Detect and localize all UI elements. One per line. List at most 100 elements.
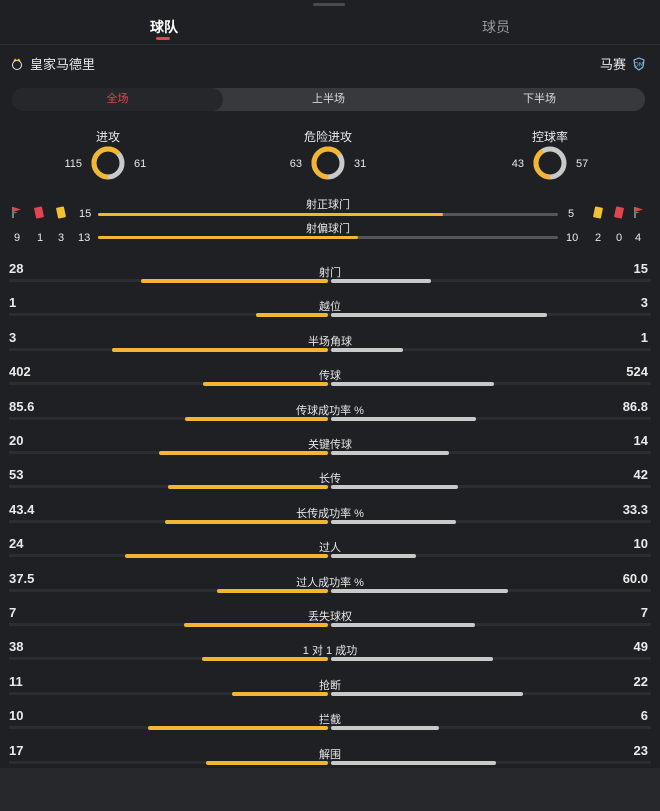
svg-text:OM: OM: [634, 61, 644, 68]
donut-home-value: 43: [511, 158, 524, 170]
stat-home-bar: [185, 416, 328, 421]
donut-chart: [533, 146, 567, 180]
stat-track: [9, 554, 651, 558]
stat-row: 17 解围 23: [0, 743, 660, 777]
red-card-icon: [613, 206, 625, 219]
away-team: 马赛 OM: [600, 54, 646, 73]
shots-off-target-label: 射偏球门: [306, 223, 350, 235]
stat-home-bar: [148, 726, 328, 731]
stat-label: 解围: [319, 748, 341, 761]
stat-track: [9, 726, 651, 730]
shots-on-target-label: 射正球门: [306, 199, 350, 211]
stat-label: 拦截: [319, 714, 341, 727]
stat-row: 11 抢断 22: [0, 674, 660, 708]
stat-track: [9, 451, 651, 454]
donut-away-value: 31: [354, 158, 367, 170]
donut-block: 控球率 43 57: [490, 128, 610, 188]
donut-block: 危险进攻 63 31: [268, 128, 388, 188]
stat-row: 28 射门 15: [0, 261, 660, 295]
stat-label: 半场角球: [308, 335, 352, 348]
stat-away-bar: [331, 588, 508, 593]
stat-row: 20 关键传球 14: [0, 433, 660, 467]
stat-away-bar: [331, 382, 494, 387]
stat-home-value: 10: [9, 708, 24, 724]
corner-flag-icon: [634, 207, 643, 218]
stat-row: 1 越位 3: [0, 295, 660, 329]
stat-label: 射门: [319, 267, 341, 279]
donut-away-value: 57: [576, 158, 589, 170]
stat-label: 越位: [319, 301, 341, 314]
stat-label: 抢断: [319, 679, 341, 692]
away-team-name: 马赛: [599, 57, 626, 72]
donut-home-value: 115: [64, 158, 82, 170]
donut-away-value: 61: [134, 158, 147, 170]
period-full[interactable]: 全场: [12, 88, 223, 111]
drag-handle[interactable]: [313, 3, 345, 6]
donut-chart: [91, 146, 125, 180]
stat-home-bar: [205, 760, 328, 765]
stat-row: 24 过人 10: [0, 536, 660, 570]
shots-on-target-home: 15: [79, 208, 92, 220]
home-team: 皇家马德里: [10, 54, 95, 73]
stat-away-value: 86.8: [622, 398, 648, 414]
home-yellow-count: 3: [58, 232, 65, 244]
tab-players[interactable]: 球员: [482, 19, 510, 35]
stat-home-value: 3: [9, 329, 17, 345]
stat-track: [9, 382, 651, 386]
stat-row: 3 半场角球 1: [0, 330, 660, 364]
stat-home-value: 17: [9, 742, 24, 758]
stat-label: 过人: [319, 542, 341, 555]
stat-away-bar: [331, 279, 432, 283]
stat-away-value: 14: [633, 433, 648, 448]
stat-track: [9, 623, 651, 626]
tabs-divider: [0, 44, 660, 45]
period-first-half[interactable]: 上半场: [312, 93, 345, 105]
donut-block: 进攻 115 61: [48, 128, 168, 188]
stat-track: [9, 588, 651, 592]
stat-away-value: 33.3: [622, 501, 648, 517]
stat-away-value: 1: [640, 329, 648, 345]
stat-home-bar: [158, 451, 328, 455]
stat-home-bar: [203, 382, 328, 387]
stat-away-bar: [331, 657, 493, 662]
donut-home-arc: [533, 146, 567, 180]
stat-track: [9, 279, 651, 282]
donut-title: 进攻: [95, 130, 120, 144]
stat-away-value: 22: [633, 673, 648, 689]
stat-track: [9, 657, 651, 661]
home-red-count: 1: [37, 232, 44, 244]
stat-home-value: 53: [9, 467, 24, 483]
stat-track: [9, 313, 651, 317]
stat-home-value: 37.5: [9, 570, 35, 586]
stat-track: [9, 347, 651, 351]
stat-label: 长传: [319, 473, 341, 486]
stat-away-value: 23: [633, 742, 648, 758]
tab-team[interactable]: 球队: [150, 19, 178, 35]
bottom-bar: [0, 768, 660, 811]
stat-home-bar: [217, 588, 328, 593]
stat-away-bar: [331, 451, 450, 455]
stat-away-value: 6: [640, 708, 648, 724]
corner-flag-icon: [12, 207, 21, 218]
stat-away-value: 524: [626, 364, 648, 380]
stat-home-bar: [140, 279, 328, 283]
stat-away-bar: [331, 416, 476, 421]
stat-home-value: 402: [9, 364, 31, 380]
stat-row: 43.4 长传成功率 % 33.3: [0, 502, 660, 536]
tab-bar: 球队 球员: [0, 0, 660, 45]
shots-off-target-home: 13: [78, 232, 91, 244]
yellow-card-icon: [55, 206, 67, 219]
stat-track: [9, 760, 651, 764]
stat-row: 85.6 传球成功率 % 86.8: [0, 399, 660, 433]
stat-home-value: 20: [9, 433, 24, 448]
stat-label: 过人成功率 %: [296, 576, 364, 589]
period-second-half[interactable]: 下半场: [523, 93, 556, 105]
stat-track: [9, 691, 651, 695]
stat-away-value: 10: [633, 536, 648, 552]
marseille-crest-icon: OM: [633, 56, 645, 71]
shots-on-target-bar: [98, 213, 558, 216]
away-corners-count: 4: [635, 232, 642, 244]
stat-row: 37.5 过人成功率 % 60.0: [0, 571, 660, 605]
shots-on-target-fill: [98, 213, 443, 216]
home-team-name: 皇家马德里: [30, 57, 96, 72]
